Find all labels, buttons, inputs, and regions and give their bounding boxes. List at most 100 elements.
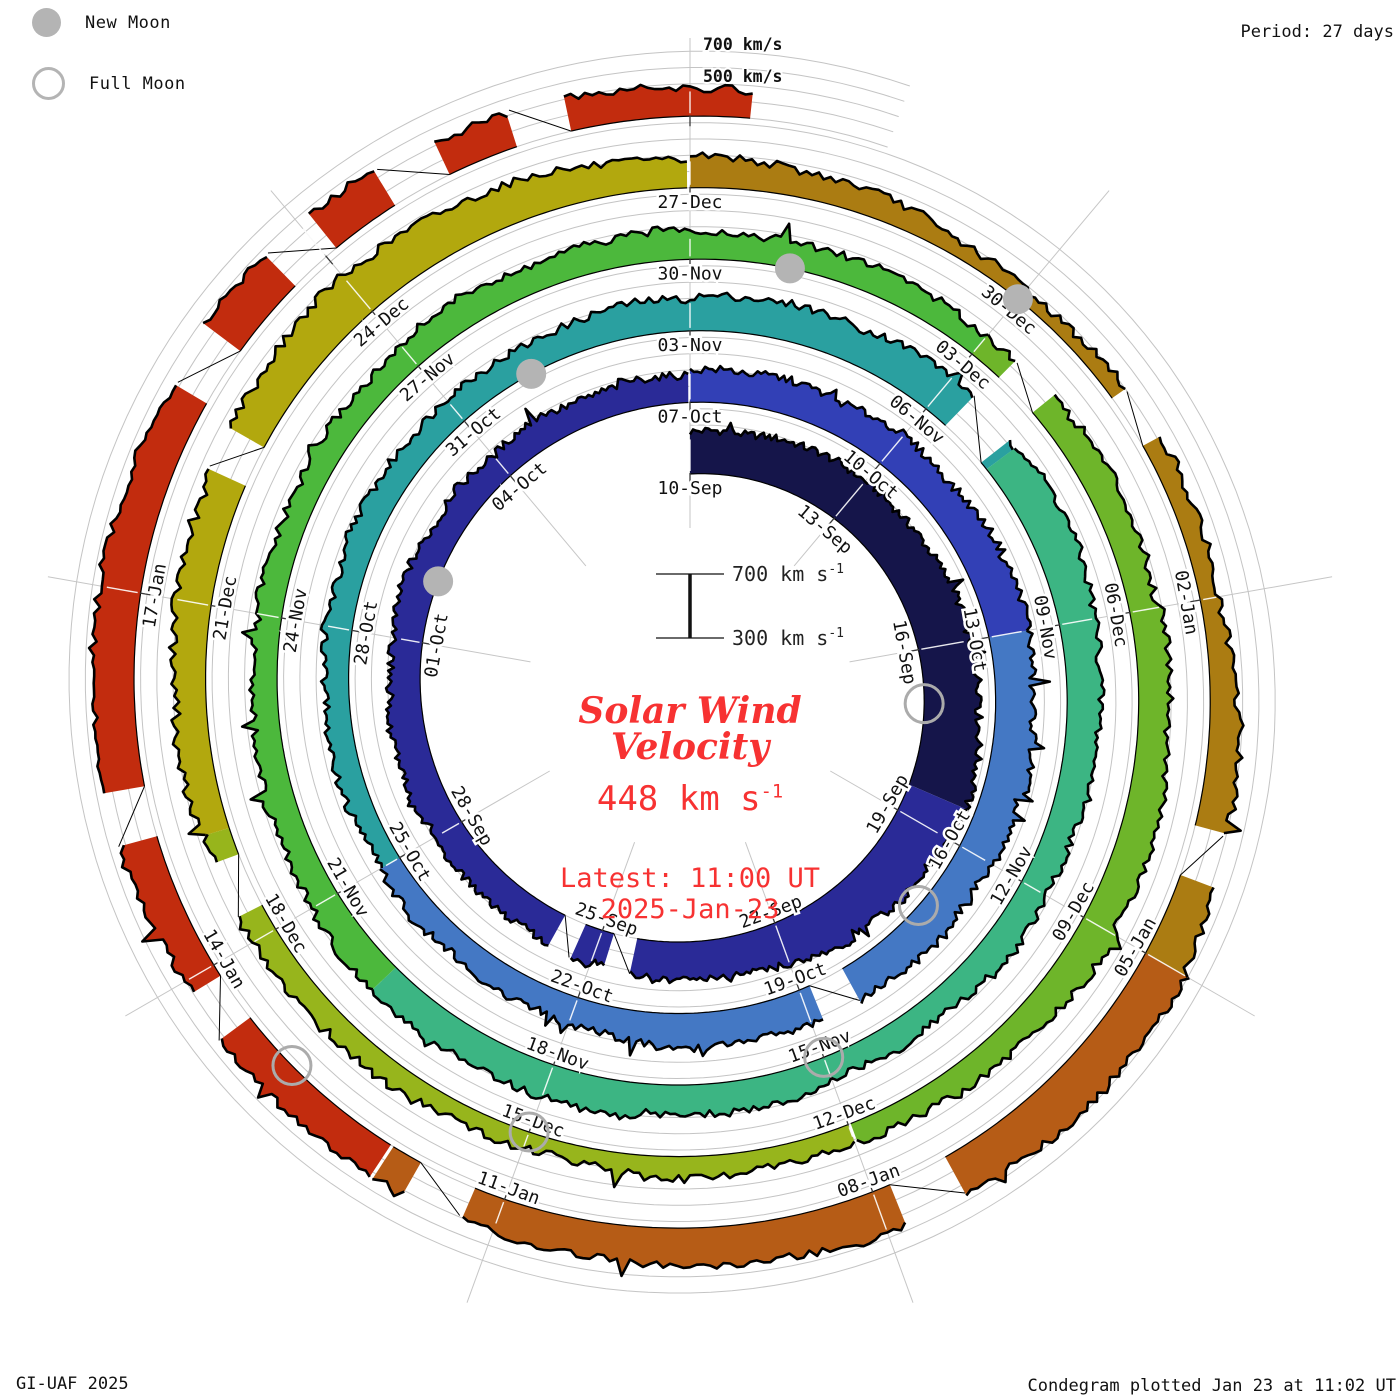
- plot-title-line2: Velocity: [610, 726, 770, 768]
- spiral-date-label: 10-Sep: [657, 478, 722, 499]
- day-tick: [1049, 624, 1061, 628]
- velocity-trace-edge: [229, 155, 688, 429]
- end-scale-label: 500 km/s: [703, 67, 782, 86]
- day-tick: [350, 629, 362, 633]
- day-tick-white: [449, 403, 463, 420]
- velocity-trace-edge: [434, 112, 509, 143]
- velocity-band-segment: [434, 113, 517, 175]
- day-tick: [868, 1182, 874, 1193]
- day-tick: [577, 987, 583, 999]
- end-scale-label: 700 km/s: [703, 35, 782, 54]
- new-moon-marker: [1002, 284, 1033, 315]
- velocity-band-segment: [89, 385, 207, 794]
- day-tick: [601, 920, 607, 932]
- velocity-band-edges: [87, 83, 1245, 1278]
- data-gap-line: [1016, 362, 1034, 413]
- baseline: [395, 468, 1068, 1086]
- velocity-band-segment: [372, 1146, 421, 1196]
- value-superscript: -1: [760, 781, 784, 803]
- day-tick: [463, 419, 472, 430]
- velocity-band-segment: [570, 924, 614, 968]
- new-moon-label: New Moon: [85, 12, 171, 33]
- baseline: [263, 187, 688, 448]
- day-tick: [1074, 911, 1085, 919]
- velocity-band-segment: [169, 468, 246, 835]
- velocity-band-segment: [690, 152, 1126, 399]
- new-moon-icon: [32, 8, 61, 37]
- day-tick-white: [177, 598, 209, 606]
- data-gap-line: [1180, 835, 1224, 876]
- velocity-band-segment: [203, 257, 296, 351]
- period-label: Period: 27 days: [1240, 22, 1394, 42]
- day-tick-white: [401, 346, 417, 365]
- velocity-gridline-600: [84, 67, 1260, 1278]
- day-tick: [398, 852, 409, 859]
- velocity-band-segment: [1142, 436, 1244, 834]
- day-tick-white: [973, 338, 986, 353]
- data-gap-line: [377, 168, 450, 176]
- latest-date: 2025-Jan-23: [600, 894, 780, 926]
- full-moon-marker: [271, 1045, 313, 1087]
- data-gap-line: [420, 1162, 461, 1216]
- day-tick-white: [302, 228, 325, 255]
- day-tick-white: [1132, 606, 1160, 613]
- baseline: [449, 146, 518, 176]
- day-tick-white: [899, 810, 938, 834]
- spiral-date-label: 03-Nov: [657, 335, 722, 356]
- day-tick-white: [1203, 596, 1217, 601]
- day-tick-white: [921, 641, 964, 650]
- day-tick-white: [848, 1127, 854, 1138]
- day-tick: [460, 816, 471, 823]
- plot-title-line1: Solar Wind: [578, 690, 802, 732]
- day-tick: [978, 636, 990, 640]
- day-tick-white: [256, 612, 279, 619]
- latest-time-label: Latest: 11:00 UT 2025-Jan-23: [560, 863, 820, 925]
- velocity-trace-edge: [1158, 436, 1245, 835]
- day-tick-white: [590, 932, 603, 962]
- velocity-band-segment: [690, 423, 985, 810]
- velocity-band-segment: [945, 953, 1190, 1196]
- velocity-band-segment: [372, 448, 1105, 1120]
- day-tick-white: [495, 1201, 505, 1224]
- day-tick-white: [495, 458, 509, 474]
- velocity-trace-edge: [384, 370, 689, 947]
- data-gap-line: [809, 985, 860, 1001]
- velocity-band-segment: [563, 84, 753, 132]
- velocity-band-segment: [386, 372, 689, 946]
- day-tick-white: [254, 930, 274, 943]
- day-tick-white: [1147, 953, 1186, 977]
- day-tick: [1190, 599, 1202, 603]
- data-gap-line: [209, 446, 265, 467]
- full-moon-marker: [803, 1036, 845, 1078]
- velocity-trace-edge: [119, 844, 196, 993]
- velocity-band-segment: [971, 334, 1016, 378]
- day-tick-white: [327, 625, 350, 631]
- day-tick-white: [799, 992, 812, 1023]
- baseline: [474, 1184, 891, 1229]
- velocity-trace-edge: [689, 151, 1126, 391]
- velocity-trace-edge: [240, 222, 989, 991]
- velocity-trace-edge: [1008, 439, 1014, 451]
- velocity-trace-edge: [167, 468, 210, 837]
- day-tick-white: [1062, 618, 1093, 626]
- velocity-trace-edge: [238, 915, 856, 1189]
- data-gap-line: [1126, 391, 1144, 446]
- day-tick: [421, 642, 433, 646]
- velocity-trace-edge: [965, 977, 1190, 1197]
- day-tick: [274, 923, 285, 931]
- velocity-trace-edge: [220, 1038, 371, 1178]
- baseline: [585, 923, 615, 935]
- baseline: [419, 401, 689, 916]
- day-tick: [325, 255, 334, 265]
- day-tick: [819, 1047, 825, 1059]
- velocity-band-segment: [981, 440, 1013, 470]
- full-moon-marker: [903, 683, 945, 725]
- data-gap-line: [267, 247, 337, 254]
- new-moon-marker: [516, 358, 547, 389]
- velocity-trace-edge: [629, 808, 968, 985]
- full-moon-icon: [32, 67, 65, 100]
- scale-bar-label: 300 km s-1: [732, 626, 844, 650]
- day-tick: [965, 352, 974, 363]
- data-gap-line: [973, 395, 982, 463]
